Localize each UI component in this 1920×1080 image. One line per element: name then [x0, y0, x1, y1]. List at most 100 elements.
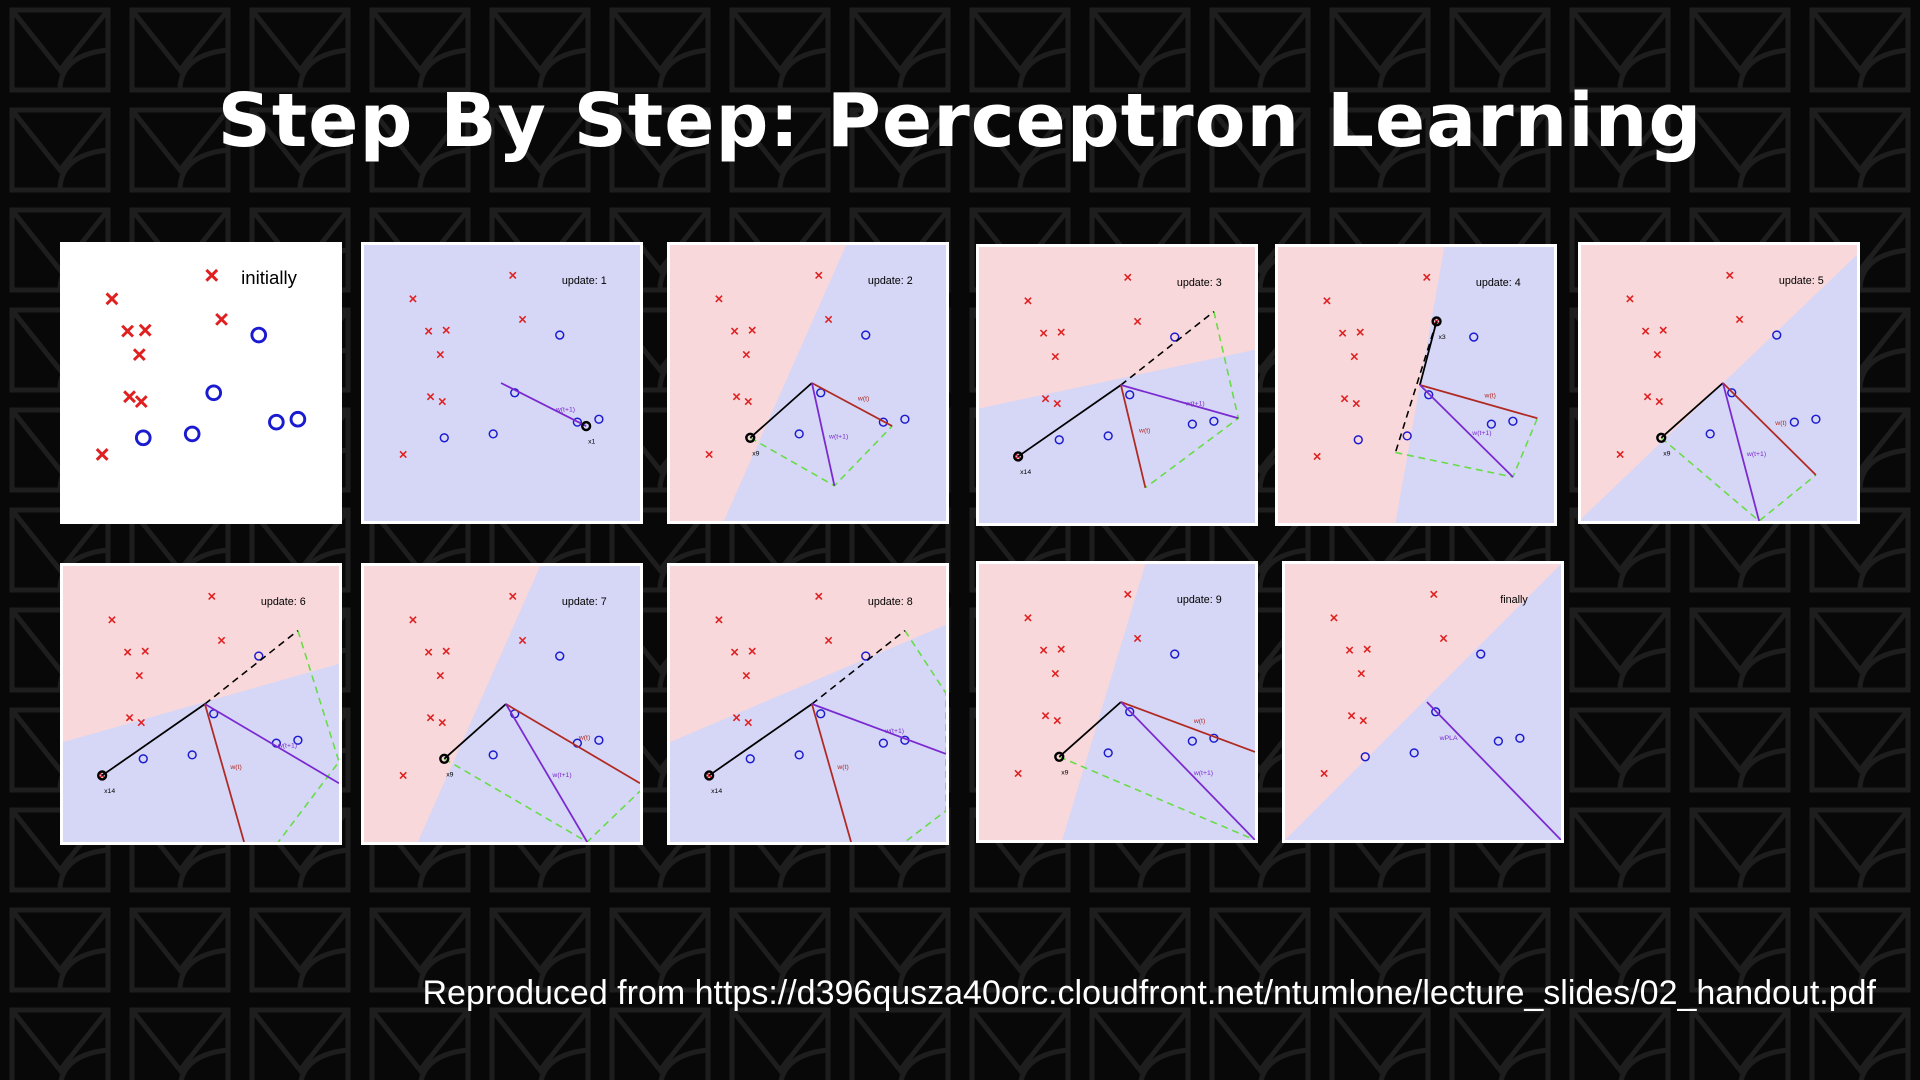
- o-marker: [1170, 649, 1180, 659]
- o-marker: [293, 735, 303, 745]
- w-t-vector: [1419, 384, 1538, 420]
- point-label: x9: [752, 450, 759, 457]
- x-marker: [1014, 769, 1022, 778]
- x-marker: [1313, 452, 1321, 461]
- y-x-vector: [1660, 437, 1817, 521]
- x-marker: [409, 616, 417, 624]
- positive-region: [979, 247, 1255, 409]
- x-marker: [424, 327, 433, 335]
- x-marker: [1340, 395, 1349, 403]
- panel-label: update: 7: [562, 596, 607, 608]
- vector-label: w(t+1): [1193, 770, 1213, 777]
- o-marker: [1431, 707, 1441, 717]
- o-marker: [1476, 649, 1486, 659]
- vector-label: w(t): [1138, 427, 1150, 434]
- x-marker: [1041, 712, 1050, 720]
- o-marker: [1103, 431, 1113, 441]
- x-marker: [125, 714, 134, 722]
- panel-update-4-plot: update: 4 x3 w(t) w(t+1): [1278, 247, 1554, 523]
- x-marker: [744, 718, 752, 727]
- x-marker: [1133, 317, 1142, 326]
- w-t-vector: [505, 703, 640, 785]
- panel-update-6: update: 6 x14 w(t) w(t+1): [60, 563, 342, 845]
- o-marker: [1054, 435, 1064, 445]
- panel-finally: finally wPLA: [1282, 561, 1564, 843]
- slide-title: Step By Step: Perceptron Learning: [217, 78, 1703, 164]
- point-vector: [101, 703, 206, 777]
- misclassified-point: [439, 753, 450, 764]
- vector-label: w(t): [1774, 420, 1786, 427]
- x-marker: [1057, 328, 1065, 336]
- o-marker: [878, 417, 889, 427]
- panel-update-2: update: 2 x9 w(t) w(t+1): [667, 242, 949, 524]
- w-t1-vector: [1722, 382, 1760, 521]
- x-marker: [108, 616, 116, 624]
- vector-label: w(t+1): [551, 772, 571, 779]
- x-marker: [1039, 646, 1048, 654]
- vector-label: w(t): [1193, 718, 1205, 725]
- point-label: x9: [446, 771, 453, 778]
- x-marker: [730, 648, 739, 656]
- misclassified-point: [1431, 316, 1442, 327]
- vector-label: w(t): [229, 764, 241, 771]
- x-marker: [121, 324, 135, 338]
- point-vector: [708, 703, 813, 777]
- panel-update-3: update: 3 x14 w(t) w(t+1): [976, 244, 1258, 526]
- x-marker: [744, 397, 752, 406]
- panel-label: finally: [1500, 594, 1528, 606]
- panel-update-8: update: 8 x14 w(t) w(t+1): [667, 563, 949, 845]
- panel-initially: initially: [60, 242, 342, 524]
- panel-label: update: 8: [868, 596, 913, 608]
- o-marker: [594, 735, 604, 745]
- x-marker: [135, 671, 144, 680]
- point-label: x14: [1020, 469, 1031, 476]
- x-marker: [123, 648, 132, 656]
- w-t1-vector: [500, 382, 587, 427]
- o-marker: [1486, 419, 1497, 429]
- x-marker: [205, 268, 219, 282]
- o-marker: [1789, 417, 1800, 427]
- w-t1-vector: [811, 382, 836, 486]
- point-vector: [1419, 321, 1438, 386]
- vector-label: w(t+1): [277, 743, 297, 750]
- y-x-vector: [277, 630, 339, 842]
- panel-label: initially: [241, 267, 297, 288]
- point-vector: [749, 382, 813, 439]
- panel-label: update: 6: [261, 596, 306, 608]
- o-marker: [1409, 748, 1419, 758]
- w-t1-vector: [1120, 384, 1239, 420]
- x-marker: [824, 315, 833, 324]
- x-marker: [509, 592, 517, 601]
- o-marker: [138, 754, 148, 764]
- x-marker: [1347, 712, 1356, 720]
- x-marker: [442, 326, 450, 334]
- x-marker: [1726, 271, 1734, 280]
- x-marker: [442, 647, 450, 655]
- x-marker: [399, 771, 407, 780]
- w-t1-vector: [505, 703, 588, 842]
- o-marker: [289, 410, 307, 428]
- x-marker: [1350, 352, 1359, 361]
- o-marker: [205, 384, 223, 402]
- x-marker: [748, 647, 756, 655]
- vector-label: w(t): [578, 735, 590, 742]
- o-marker: [187, 750, 197, 760]
- misclassified-point: [745, 432, 756, 443]
- point-label: x14: [711, 788, 722, 795]
- w-t1-vector: [1419, 384, 1514, 478]
- x-marker: [1057, 645, 1065, 653]
- point-label: x1: [588, 439, 595, 446]
- panel-update-4: update: 4 x3 w(t) w(t+1): [1275, 244, 1557, 526]
- x-marker: [1352, 399, 1360, 408]
- x-marker: [1356, 328, 1364, 336]
- panel-update-7: update: 7 x9 w(t) w(t+1): [361, 563, 643, 845]
- x-marker: [1051, 669, 1060, 678]
- x-marker: [132, 348, 146, 362]
- o-marker: [439, 433, 449, 443]
- vector-label: w(t+1): [1185, 401, 1205, 408]
- o-marker: [1103, 748, 1113, 758]
- x-marker: [438, 718, 446, 727]
- x-marker: [509, 271, 517, 280]
- w-t-vector: [1722, 382, 1817, 476]
